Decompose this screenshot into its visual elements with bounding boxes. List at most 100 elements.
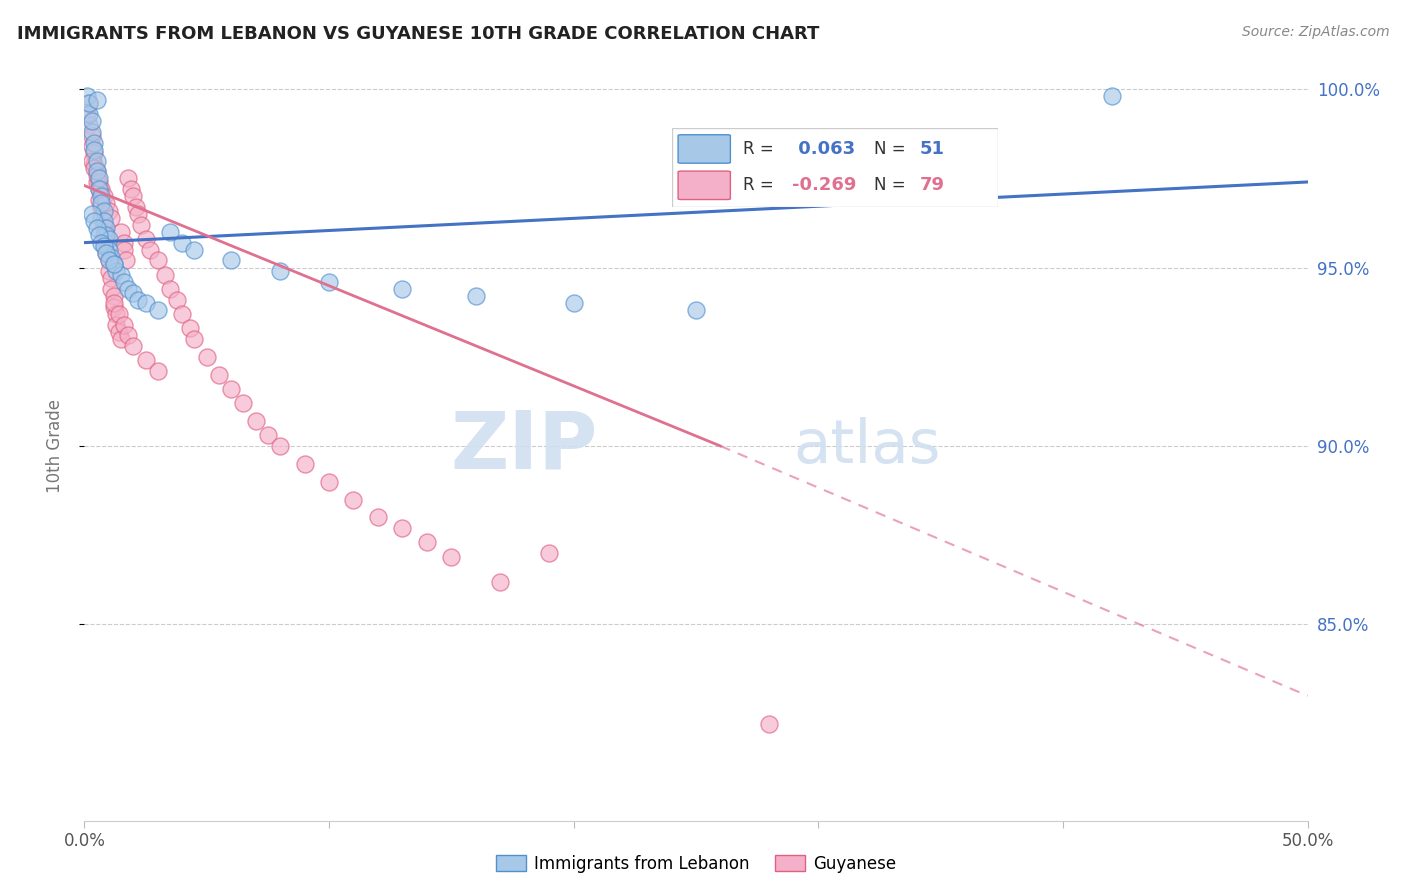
Point bbox=[80, 114, 103, 128]
Point bbox=[90, 182, 112, 196]
Text: atlas: atlas bbox=[794, 417, 942, 475]
Point bbox=[146, 303, 169, 318]
Point bbox=[97, 253, 120, 268]
Point bbox=[77, 118, 100, 132]
Point bbox=[122, 189, 145, 203]
Point bbox=[86, 164, 108, 178]
Point bbox=[87, 175, 110, 189]
Point bbox=[112, 318, 135, 332]
Point bbox=[93, 189, 115, 203]
FancyBboxPatch shape bbox=[672, 128, 998, 207]
Point bbox=[87, 193, 110, 207]
Point bbox=[172, 307, 194, 321]
Point bbox=[120, 182, 142, 196]
Y-axis label: 10th Grade: 10th Grade bbox=[45, 399, 63, 493]
Point bbox=[208, 368, 231, 382]
Point bbox=[83, 146, 105, 161]
Point bbox=[489, 574, 512, 589]
Point bbox=[100, 211, 122, 225]
Point bbox=[166, 293, 188, 307]
Point bbox=[77, 96, 100, 111]
Point bbox=[105, 318, 128, 332]
Text: 79: 79 bbox=[920, 177, 945, 194]
Point bbox=[685, 303, 707, 318]
Point bbox=[367, 510, 389, 524]
Point bbox=[83, 157, 105, 171]
Point bbox=[83, 161, 105, 175]
Point bbox=[1101, 89, 1123, 103]
Point bbox=[83, 136, 105, 150]
Text: N =: N = bbox=[875, 140, 911, 158]
Point bbox=[87, 182, 110, 196]
Point bbox=[179, 321, 201, 335]
Point bbox=[146, 364, 169, 378]
Point bbox=[100, 250, 122, 264]
Point bbox=[105, 307, 128, 321]
Point bbox=[112, 243, 135, 257]
Point bbox=[318, 275, 340, 289]
Point bbox=[96, 246, 118, 260]
Point bbox=[90, 235, 112, 250]
Point bbox=[86, 175, 108, 189]
Point bbox=[93, 203, 115, 218]
Point bbox=[117, 328, 139, 343]
Point bbox=[96, 221, 118, 235]
Point bbox=[80, 207, 103, 221]
Point bbox=[80, 153, 103, 168]
Point bbox=[195, 350, 218, 364]
Point bbox=[97, 243, 120, 257]
Point bbox=[93, 218, 115, 232]
Point bbox=[159, 225, 181, 239]
Point bbox=[90, 189, 112, 203]
Point bbox=[129, 218, 152, 232]
Point bbox=[80, 128, 103, 143]
Point bbox=[146, 253, 169, 268]
Point bbox=[107, 325, 129, 339]
Point bbox=[135, 353, 157, 368]
Point bbox=[391, 521, 413, 535]
Point bbox=[80, 139, 103, 153]
Point bbox=[135, 232, 157, 246]
Legend: Immigrants from Lebanon, Guyanese: Immigrants from Lebanon, Guyanese bbox=[489, 848, 903, 880]
Point bbox=[93, 214, 115, 228]
Point bbox=[103, 296, 125, 310]
Point bbox=[416, 535, 439, 549]
Point bbox=[122, 285, 145, 300]
Point bbox=[100, 282, 122, 296]
Point bbox=[96, 196, 118, 211]
Point bbox=[100, 271, 122, 285]
Point bbox=[342, 492, 364, 507]
Point bbox=[135, 296, 157, 310]
Point bbox=[86, 164, 108, 178]
Point bbox=[97, 253, 120, 268]
Point bbox=[159, 282, 181, 296]
Point bbox=[117, 282, 139, 296]
Point bbox=[318, 475, 340, 489]
Point bbox=[110, 332, 132, 346]
Point bbox=[86, 168, 108, 182]
Text: -0.269: -0.269 bbox=[793, 177, 856, 194]
Point bbox=[269, 439, 291, 453]
Text: R =: R = bbox=[744, 140, 779, 158]
Point bbox=[80, 125, 103, 139]
Point bbox=[440, 549, 463, 564]
Point bbox=[183, 332, 205, 346]
Point bbox=[153, 268, 176, 282]
Point bbox=[86, 221, 108, 235]
Text: ZIP: ZIP bbox=[451, 407, 598, 485]
Point bbox=[232, 396, 254, 410]
Point bbox=[96, 246, 118, 260]
Point bbox=[87, 171, 110, 186]
Point bbox=[110, 268, 132, 282]
Point bbox=[125, 200, 148, 214]
Point bbox=[90, 211, 112, 225]
Point bbox=[96, 228, 118, 243]
Point bbox=[86, 93, 108, 107]
Point bbox=[758, 717, 780, 731]
Text: 0.063: 0.063 bbox=[793, 140, 856, 158]
Point bbox=[103, 257, 125, 271]
Point bbox=[257, 428, 280, 442]
Point bbox=[97, 232, 120, 246]
Point bbox=[139, 243, 162, 257]
Point bbox=[86, 153, 108, 168]
